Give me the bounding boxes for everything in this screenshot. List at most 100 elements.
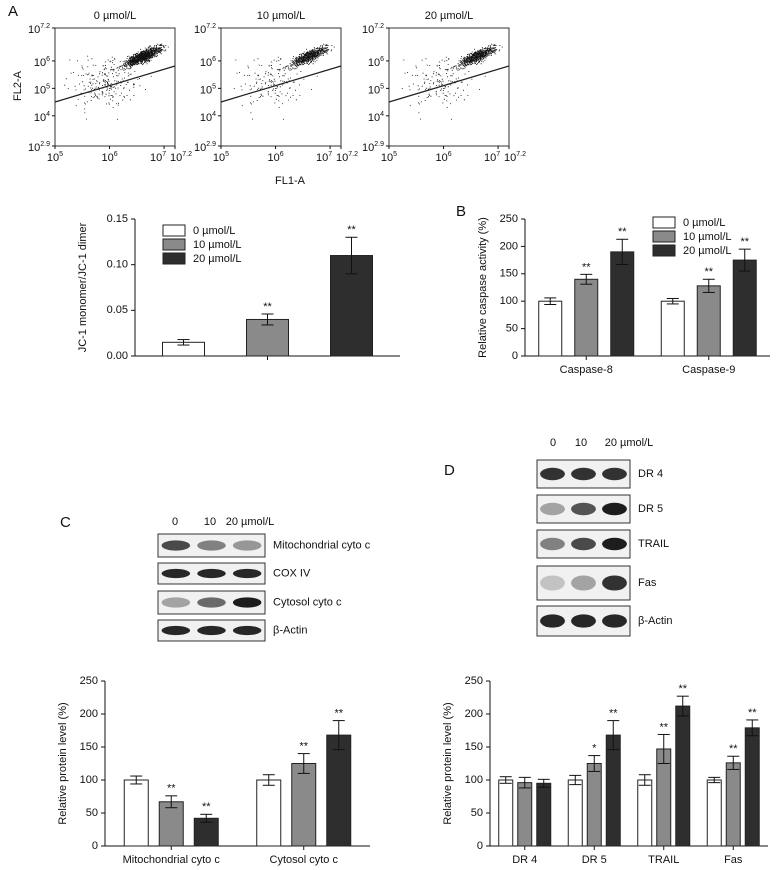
tick-base: 10 bbox=[150, 152, 162, 164]
flow-frame bbox=[388, 27, 510, 147]
tick-base: 10 bbox=[200, 112, 212, 124]
tick-exponent: 6 bbox=[46, 56, 50, 63]
legend-label: 10 µmol/L bbox=[683, 231, 732, 243]
y-tick-label: 105 bbox=[368, 83, 384, 96]
tick-exponent: 7 bbox=[162, 151, 166, 158]
y-tick-label: 105 bbox=[200, 83, 216, 96]
legend-swatch bbox=[162, 252, 186, 265]
x-tick-label: 107 bbox=[150, 151, 166, 164]
panel-label: D bbox=[444, 462, 455, 479]
tick-exponent: 5 bbox=[393, 151, 397, 158]
band-label: DR 4 bbox=[638, 468, 663, 480]
y-tick-label: 0 bbox=[512, 350, 518, 362]
y-tick-label: 102.9 bbox=[194, 141, 216, 154]
y-tick-label: 102.9 bbox=[28, 141, 50, 154]
panel-label: B bbox=[456, 203, 466, 220]
error-bar bbox=[537, 778, 550, 788]
tick-base: 10 bbox=[362, 24, 374, 36]
y-tick-label: 0.15 bbox=[107, 213, 128, 225]
flow-frame bbox=[220, 27, 342, 147]
bar bbox=[725, 762, 741, 847]
panel-label: A bbox=[8, 3, 18, 20]
tick-base: 10 bbox=[101, 152, 113, 164]
x-tick-label: 107.2 bbox=[504, 151, 526, 164]
blot-band bbox=[161, 597, 191, 608]
bar bbox=[291, 763, 317, 847]
band-label: Mitochondrial cyto c bbox=[273, 539, 371, 551]
y-tick-label: 0.05 bbox=[107, 304, 128, 316]
x-tick-label: Caspase-8 bbox=[560, 364, 613, 376]
x-tick-label: 107 bbox=[316, 151, 332, 164]
bar bbox=[605, 734, 621, 847]
tick-exponent: 7 bbox=[328, 151, 332, 158]
significance: ** bbox=[704, 266, 713, 278]
lane-label: 0 bbox=[172, 516, 178, 528]
tick-base: 10 bbox=[368, 84, 380, 96]
legend-label: 0 µmol/L bbox=[193, 225, 235, 237]
band-label: β-Actin bbox=[273, 624, 307, 636]
error-bar bbox=[666, 297, 679, 305]
flow-dots bbox=[233, 43, 335, 120]
tick-base: 10 bbox=[194, 142, 206, 154]
band-label: DR 5 bbox=[638, 503, 663, 515]
band-label: COX IV bbox=[273, 567, 311, 579]
error-bar bbox=[616, 238, 629, 265]
gate-line bbox=[388, 65, 510, 103]
tick-base: 10 bbox=[484, 152, 496, 164]
y-tick-label: 107.2 bbox=[28, 23, 50, 36]
tick-exponent: 5 bbox=[59, 151, 63, 158]
tick-exponent: 7.2 bbox=[516, 151, 526, 158]
blot-band bbox=[571, 502, 596, 516]
band-label: Cytosol cyto c bbox=[273, 596, 342, 608]
y-axis-label: Relative caspase activity (%) bbox=[477, 217, 489, 358]
tick-base: 10 bbox=[362, 142, 374, 154]
tick-exponent: 4 bbox=[380, 111, 384, 118]
bar bbox=[256, 779, 282, 847]
x-tick-label: 105 bbox=[47, 151, 63, 164]
y-axis-label: Relative protein level (%) bbox=[442, 702, 454, 824]
error-bar bbox=[657, 733, 670, 764]
bar bbox=[586, 763, 602, 847]
y-tick-label: 104 bbox=[34, 111, 50, 124]
error-bar bbox=[262, 774, 275, 786]
x-tick-label: 106 bbox=[435, 151, 451, 164]
y-tick-label: 106 bbox=[200, 56, 216, 69]
x-tick-label: 106 bbox=[101, 151, 117, 164]
tick-base: 10 bbox=[200, 57, 212, 69]
x-tick-label: 106 bbox=[267, 151, 283, 164]
y-axis-label: Relative protein level (%) bbox=[57, 702, 69, 824]
y-tick-label: 0.10 bbox=[107, 259, 128, 271]
x-tick-label: TRAIL bbox=[648, 854, 679, 866]
error-bar bbox=[708, 776, 721, 784]
y-tick-label: 102.9 bbox=[362, 141, 384, 154]
significance: ** bbox=[609, 708, 618, 720]
blot-band bbox=[571, 537, 596, 551]
tick-exponent: 6 bbox=[280, 151, 284, 158]
bar bbox=[675, 705, 691, 847]
tick-exponent: 6 bbox=[212, 56, 216, 63]
legend-swatch bbox=[652, 230, 676, 243]
lane-label: 10 bbox=[575, 437, 587, 449]
blot-band bbox=[602, 467, 627, 481]
blot-band bbox=[197, 568, 226, 579]
tick-exponent: 6 bbox=[114, 151, 118, 158]
y-tick-label: 104 bbox=[368, 111, 384, 124]
y-tick-label: 106 bbox=[368, 56, 384, 69]
flow-title: 0 µmol/L bbox=[94, 10, 136, 22]
tick-exponent: 7.2 bbox=[206, 23, 216, 30]
tick-base: 10 bbox=[213, 152, 225, 164]
error-bar bbox=[518, 776, 531, 789]
y-tick-label: 0.00 bbox=[107, 350, 128, 362]
x-tick-label: Mitochondrial cyto c bbox=[123, 854, 221, 866]
tick-base: 10 bbox=[200, 84, 212, 96]
bar bbox=[538, 300, 563, 357]
tick-exponent: 5 bbox=[380, 83, 384, 90]
y-tick-label: 100 bbox=[80, 774, 98, 786]
band-label: β-Actin bbox=[638, 615, 672, 627]
y-tick-label: 106 bbox=[34, 56, 50, 69]
bar bbox=[637, 779, 653, 847]
y-tick-label: 150 bbox=[500, 268, 518, 280]
tick-base: 10 bbox=[368, 112, 380, 124]
error-bar bbox=[177, 339, 190, 346]
